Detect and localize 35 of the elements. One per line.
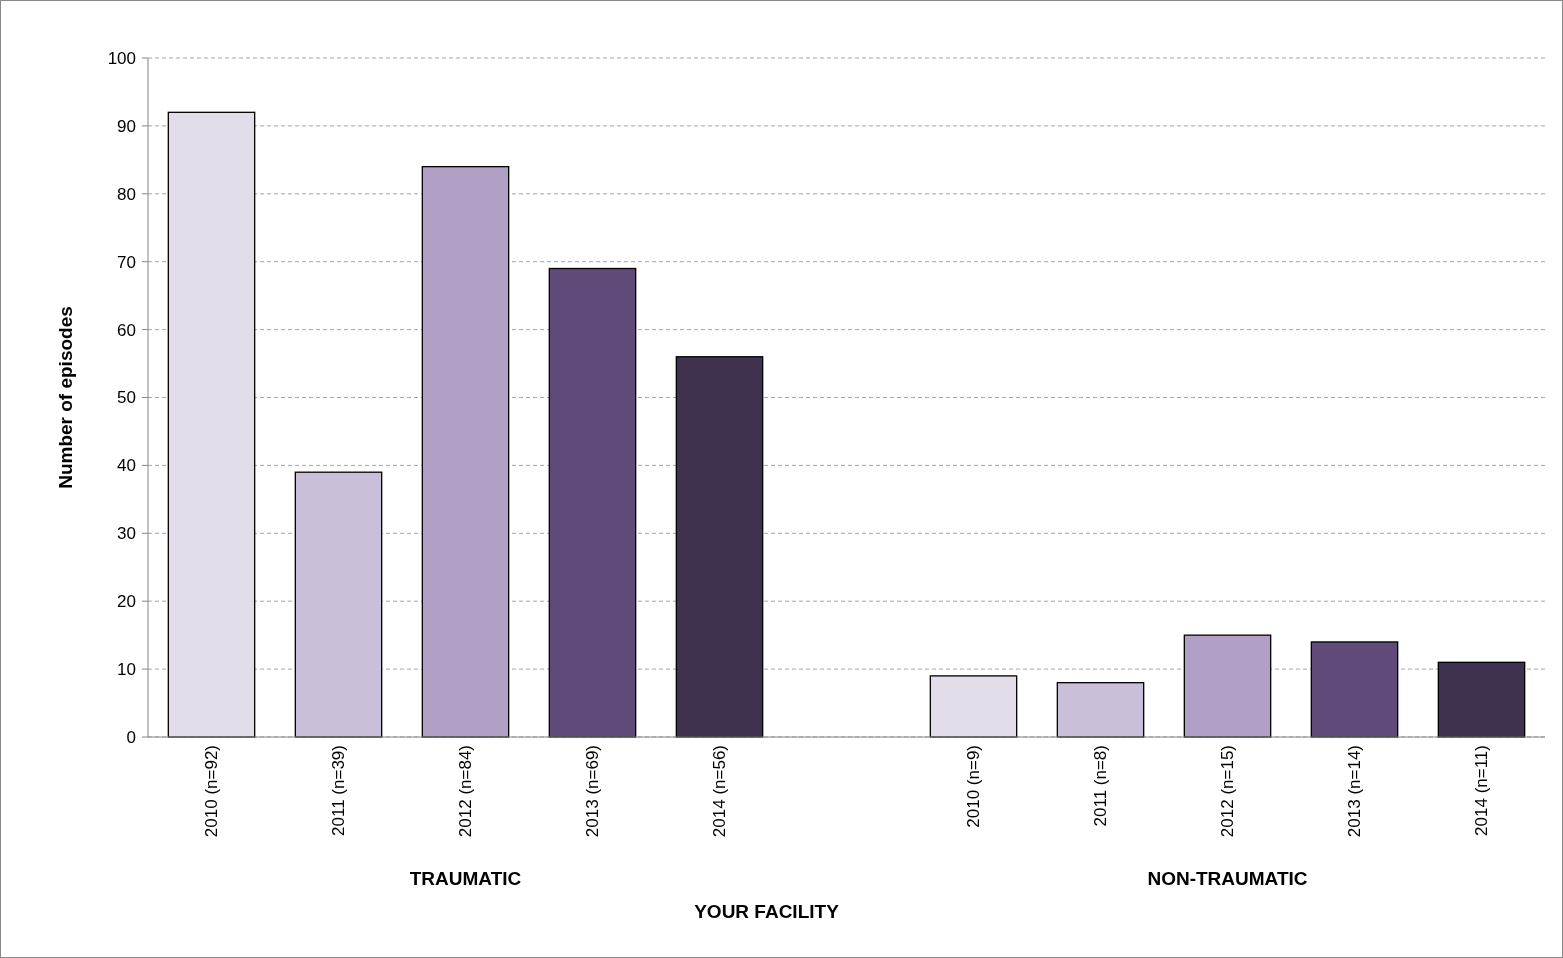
x-axis-title: YOUR FACILITY	[694, 901, 840, 922]
bar	[929, 675, 1018, 738]
bar	[1310, 641, 1399, 738]
y-tick-label: 70	[117, 252, 136, 272]
x-tick-label: 2012 (n=15)	[1218, 745, 1238, 838]
y-tick-label: 20	[117, 592, 136, 612]
bar	[675, 356, 764, 738]
x-tick-label: 2013 (n=14)	[1345, 745, 1365, 838]
bar	[421, 165, 510, 738]
bar	[1183, 634, 1272, 738]
y-tick-label: 40	[117, 456, 136, 476]
text: NON-TRAUMATIC	[1147, 868, 1308, 889]
y-tick-label: 10	[117, 660, 136, 680]
x-tick-label: 2014 (n=11)	[1472, 745, 1492, 836]
bar	[1437, 661, 1526, 738]
text: TRAUMATIC	[409, 868, 522, 889]
bar	[548, 267, 637, 738]
x-tick-label: 2011 (n=8)	[1091, 745, 1111, 827]
x-tick-label: 2011 (n=39)	[329, 745, 349, 836]
x-tick-label: 2012 (n=84)	[456, 745, 476, 838]
y-tick-label: 60	[117, 320, 136, 340]
x-tick-label: 2010 (n=92)	[202, 745, 222, 838]
bar	[1056, 682, 1145, 738]
y-tick-label: 80	[117, 184, 136, 204]
bar	[294, 471, 383, 738]
x-tick-label: 2013 (n=69)	[583, 745, 603, 838]
bar	[167, 111, 256, 738]
y-tick-label: 100	[107, 48, 136, 68]
x-tick-label: 2014 (n=56)	[710, 745, 730, 838]
y-tick-label: 50	[117, 388, 136, 408]
y-tick-label: 0	[126, 727, 136, 747]
x-tick-label: 2010 (n=9)	[964, 745, 984, 828]
y-tick-label: 90	[117, 116, 136, 136]
y-tick-label: 30	[117, 524, 136, 544]
y-axis-title: Number of episodes	[55, 306, 76, 489]
